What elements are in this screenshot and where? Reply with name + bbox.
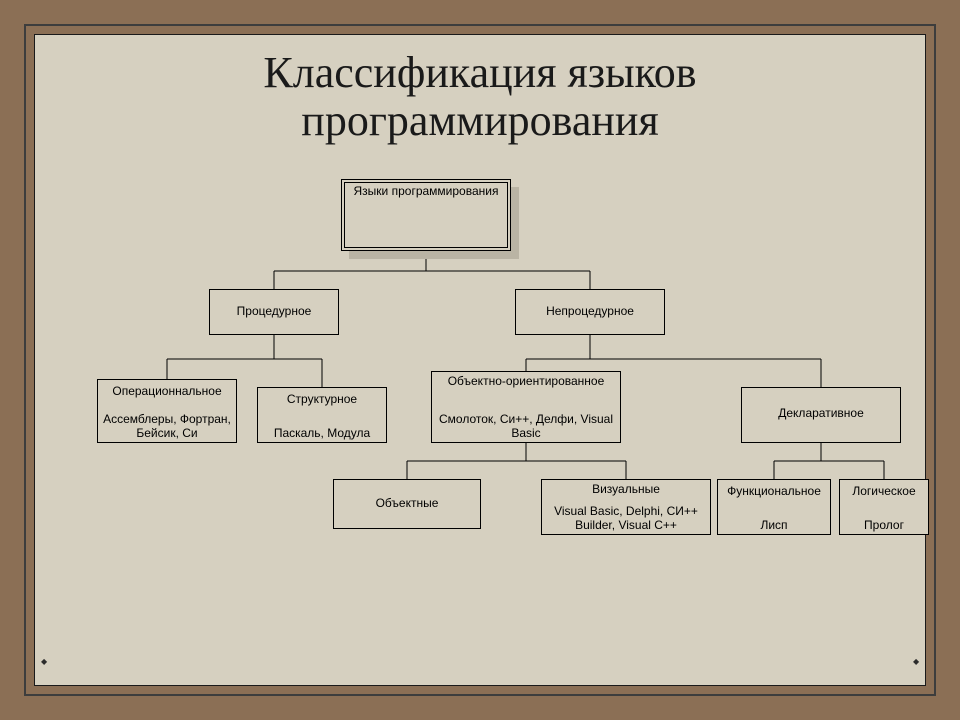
tree-node-proc: Процедурное — [209, 289, 339, 335]
node-label: Логическое — [840, 484, 928, 498]
slide-surface: Классификация языков программирования Яз… — [34, 34, 926, 686]
node-sublabel: Паскаль, Модула — [258, 426, 386, 440]
tree-node-oper: Операционнальное Ассемблеры, Фортран, Бей… — [97, 379, 237, 443]
tree-node-struct: Структурное Паскаль, Модула — [257, 387, 387, 443]
node-label: Языки программирования — [342, 184, 510, 198]
node-sublabel: Visual Basic, Delphi, СИ++ Builder, Visu… — [542, 504, 710, 532]
node-sublabel: Лисп — [718, 518, 830, 532]
node-label: Процедурное — [210, 304, 338, 318]
node-label: Операционнальное — [98, 384, 236, 398]
node-label: Объектно-ориентированное — [432, 374, 620, 388]
tree-node-nproc: Непроцедурное — [515, 289, 665, 335]
slide-title: Классификация языков программирования — [35, 49, 925, 146]
node-sublabel: Смолоток, Си++, Делфи, Visual Basic — [432, 412, 620, 440]
tree-node-func: Функциональное Лисп — [717, 479, 831, 535]
corner-ornament-0: ◆ — [41, 657, 47, 666]
node-label: Функциональное — [718, 484, 830, 498]
node-label: Непроцедурное — [516, 304, 664, 318]
title-line-1: Классификация языков — [263, 48, 696, 97]
node-label: Декларативное — [742, 406, 900, 420]
title-line-2: программирования — [301, 96, 658, 145]
corner-ornament-1: ◆ — [913, 657, 919, 666]
tree-node-obj: Объектные — [333, 479, 481, 529]
node-label: Визуальные — [542, 482, 710, 496]
node-sublabel: Пролог — [840, 518, 928, 532]
node-label: Структурное — [258, 392, 386, 406]
tree-node-vis: Визуальные Visual Basic, Delphi, СИ++ Bui… — [541, 479, 711, 535]
tree-node-logic: Логическое Пролог — [839, 479, 929, 535]
tree-node-root: Языки программирования — [341, 179, 511, 251]
slide-outer-frame: Классификация языков программирования Яз… — [0, 0, 960, 720]
tree-node-decl: Декларативное — [741, 387, 901, 443]
node-sublabel: Ассемблеры, Фортран, Бейсик, Си — [98, 412, 236, 440]
tree-node-oop: Объектно-ориентированное Смолоток, Си++, … — [431, 371, 621, 443]
node-label: Объектные — [334, 496, 480, 510]
